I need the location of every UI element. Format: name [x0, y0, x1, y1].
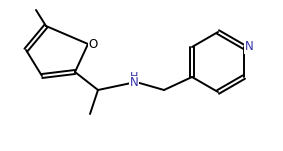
Text: H: H: [130, 72, 138, 82]
Text: N: N: [245, 40, 253, 53]
Text: O: O: [88, 37, 98, 50]
Text: N: N: [130, 77, 138, 90]
